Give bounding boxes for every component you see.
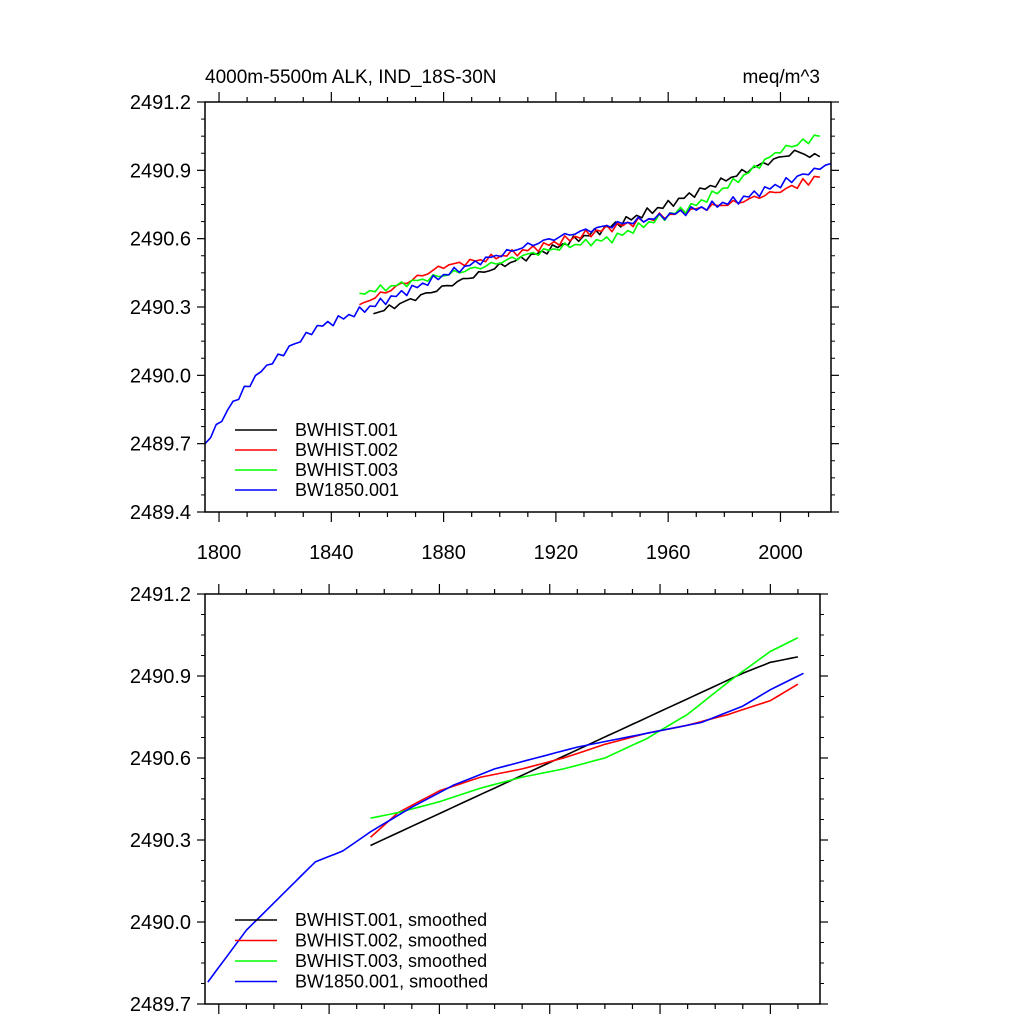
x-tick-label: 1840 xyxy=(309,542,354,564)
bottom-axis-ticks: 2489.7 2490.0 2490.3 2490.6 2490.9 2491.2 xyxy=(130,584,828,1016)
series-line xyxy=(369,683,799,838)
y-tick-label: 2491.2 xyxy=(130,92,191,114)
legend-label: BWHIST.003 xyxy=(295,460,398,480)
y-tick-label: 2491.2 xyxy=(130,584,191,606)
top-panel: 4000m-5500m ALK, IND_18S-30N meq/m^3 248… xyxy=(130,67,839,564)
bottom-plot-lines xyxy=(207,636,804,983)
top-plot-frame xyxy=(204,101,832,513)
series-line xyxy=(207,672,804,983)
y-tick-label: 2489.7 xyxy=(130,434,191,456)
series-line xyxy=(359,134,820,295)
legend-label: BWHIST.001 xyxy=(295,420,398,440)
y-tick-label: 2490.9 xyxy=(130,160,191,182)
y-tick-label: 2490.3 xyxy=(130,830,191,852)
y-tick-label: 2490.9 xyxy=(130,666,191,688)
bottom-panel: 2489.7 2490.0 2490.3 2490.6 2490.9 2491.2 BWH… xyxy=(130,584,828,1016)
series-line xyxy=(370,636,799,819)
x-tick-label: 1800 xyxy=(197,542,242,564)
y-tick-label: 2490.6 xyxy=(130,748,191,770)
chart-title: 4000m-5500m ALK, IND_18S-30N xyxy=(205,67,497,88)
legend-label: BWHIST.001, smoothed xyxy=(295,910,487,930)
top-axis-ticks: 2489.4 2489.7 2490.0 2490.3 2490.6 2490.9 2491… xyxy=(130,92,839,564)
units-label: meq/m^3 xyxy=(742,67,820,88)
y-tick-label: 2489.7 xyxy=(130,994,191,1016)
series-line xyxy=(370,656,799,847)
y-tick-label: 2489.4 xyxy=(130,502,191,524)
y-tick-label: 2490.0 xyxy=(130,912,191,934)
top-plot-lines xyxy=(204,134,832,445)
x-tick-label: 1880 xyxy=(421,542,466,564)
y-tick-label: 2490.6 xyxy=(130,229,191,251)
legend-label: BWHIST.002 xyxy=(295,440,398,460)
legend-label: BWHIST.002, smoothed xyxy=(295,931,487,951)
y-tick-label: 2490.3 xyxy=(130,297,191,319)
legend-label: BWHIST.003, smoothed xyxy=(295,951,487,971)
series-line xyxy=(204,162,832,445)
legend-label: BW1850.001, smoothed xyxy=(295,972,488,992)
y-tick-label: 2490.0 xyxy=(130,365,191,387)
series-line xyxy=(373,149,821,315)
x-tick-label: 2000 xyxy=(758,542,803,564)
bottom-plot-frame xyxy=(204,593,821,1005)
legend-label: BW1850.001 xyxy=(295,480,399,500)
x-tick-label: 1960 xyxy=(646,542,691,564)
series-line xyxy=(359,175,820,306)
x-tick-label: 1920 xyxy=(534,542,579,564)
